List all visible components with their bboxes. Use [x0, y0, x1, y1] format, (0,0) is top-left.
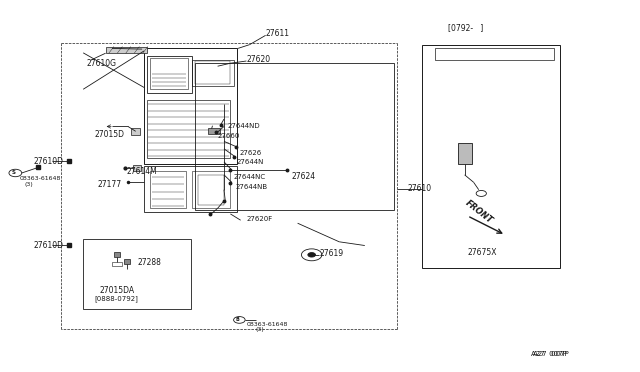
- Bar: [112, 262, 122, 266]
- Text: [0792-   ]: [0792- ]: [448, 23, 483, 32]
- Text: [0888-0792]: [0888-0792]: [95, 295, 139, 302]
- Text: 27015DA: 27015DA: [99, 286, 134, 295]
- Bar: [83, 239, 191, 309]
- Text: 27610D: 27610D: [33, 241, 63, 250]
- Text: 27624: 27624: [291, 172, 316, 181]
- Text: FRONT: FRONT: [464, 199, 495, 225]
- Bar: [458, 143, 472, 164]
- Text: 08363-61648: 08363-61648: [246, 322, 288, 327]
- Text: 08363-61648: 08363-61648: [19, 176, 61, 181]
- Bar: [106, 46, 147, 53]
- Text: 27660: 27660: [218, 133, 240, 139]
- Text: (3): (3): [24, 182, 33, 187]
- Text: 27620: 27620: [246, 55, 271, 64]
- Bar: [422, 45, 560, 268]
- Bar: [195, 63, 394, 210]
- Bar: [208, 128, 220, 134]
- Text: 27644NC: 27644NC: [234, 174, 266, 180]
- Text: A27  007P: A27 007P: [531, 351, 567, 357]
- Bar: [195, 61, 230, 84]
- Text: 27610G: 27610G: [86, 59, 116, 68]
- Text: 27015D: 27015D: [95, 130, 125, 139]
- Text: 27626: 27626: [240, 150, 262, 155]
- Bar: [150, 171, 186, 208]
- Text: 27611: 27611: [266, 29, 289, 38]
- Text: 27619: 27619: [320, 249, 344, 258]
- Bar: [147, 56, 192, 93]
- Bar: [150, 58, 188, 89]
- Text: B: B: [236, 317, 239, 323]
- Text: A27  007P: A27 007P: [533, 351, 569, 357]
- Text: 27675X: 27675X: [467, 248, 497, 257]
- Text: 27644NB: 27644NB: [236, 184, 268, 190]
- Bar: [124, 259, 130, 264]
- Text: 27644ND: 27644ND: [227, 124, 260, 129]
- Circle shape: [308, 253, 316, 257]
- Text: 27610: 27610: [407, 184, 431, 193]
- Bar: [144, 48, 237, 164]
- Text: 27610D: 27610D: [33, 157, 63, 166]
- Text: (3): (3): [256, 327, 265, 333]
- Bar: [435, 48, 554, 60]
- Bar: [114, 252, 120, 257]
- Text: 27620F: 27620F: [246, 217, 273, 222]
- Bar: [192, 60, 234, 86]
- Text: S: S: [12, 170, 15, 176]
- Text: 27614M: 27614M: [127, 167, 157, 176]
- Bar: [198, 175, 224, 205]
- Text: 27644N: 27644N: [237, 159, 264, 165]
- Bar: [192, 171, 230, 208]
- Text: 27288: 27288: [138, 258, 161, 267]
- Bar: [133, 165, 141, 171]
- Bar: [144, 166, 237, 212]
- Text: 27177: 27177: [97, 180, 122, 189]
- Bar: [131, 128, 140, 135]
- Bar: [147, 100, 230, 158]
